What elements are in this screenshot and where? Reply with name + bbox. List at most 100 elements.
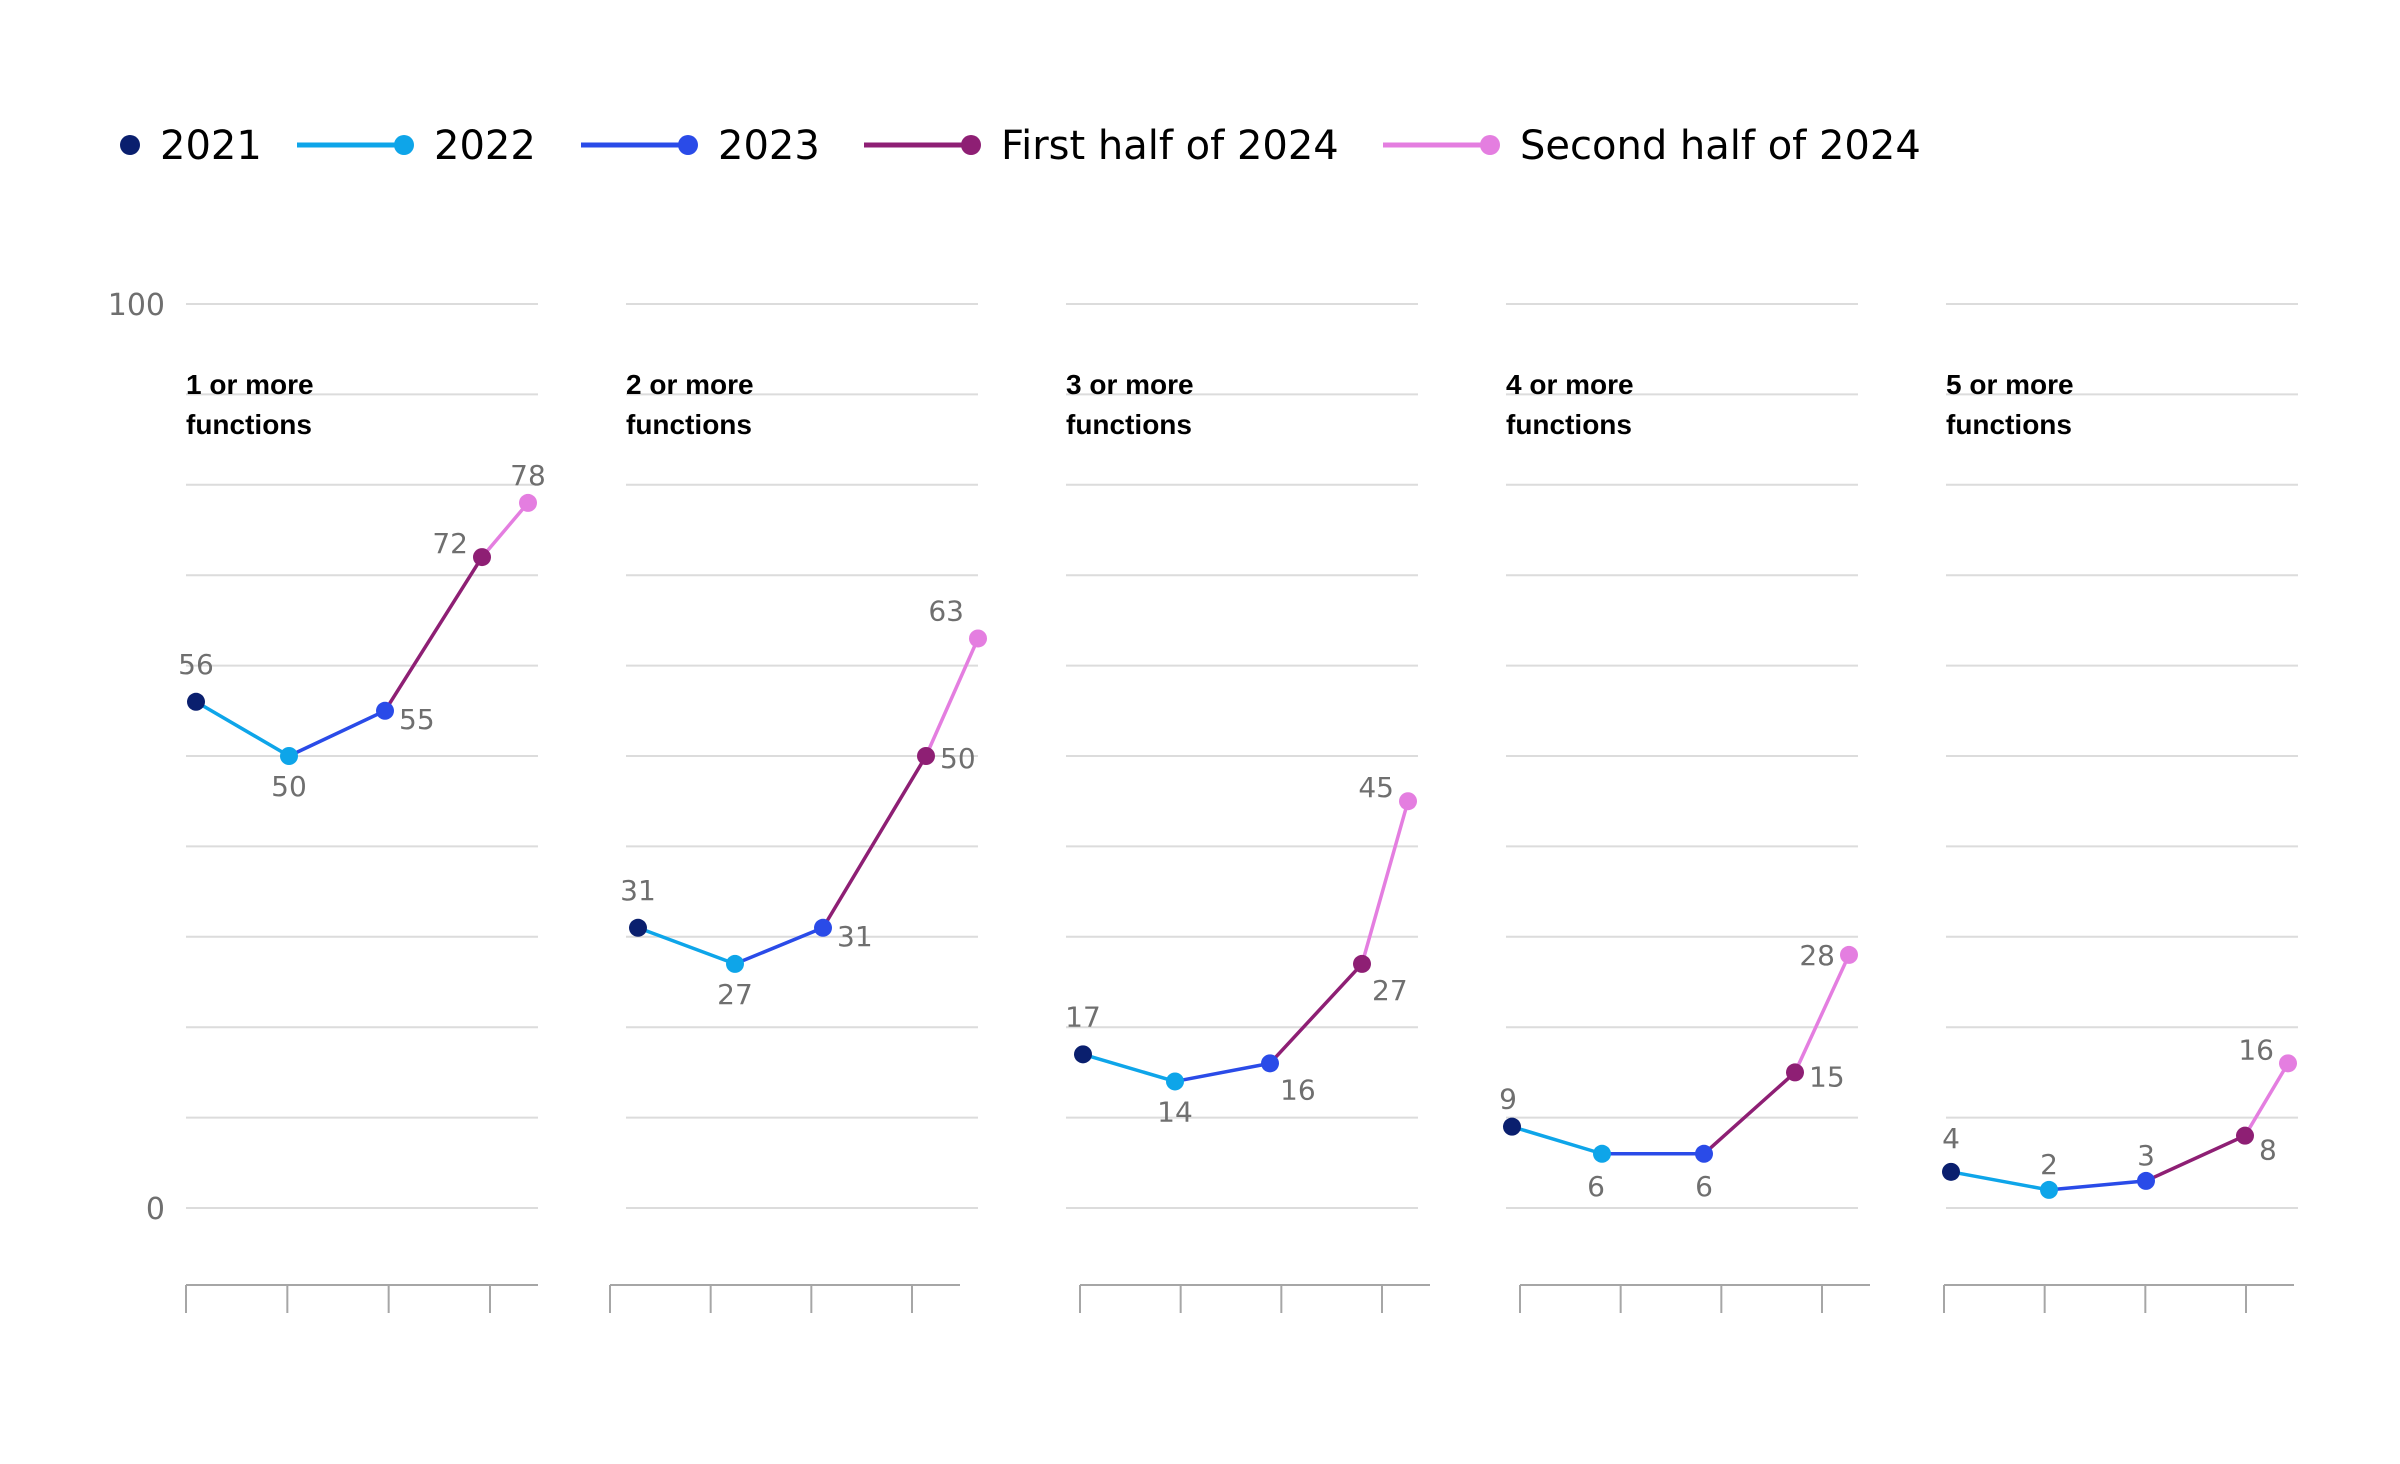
data-point xyxy=(187,692,205,711)
data-point xyxy=(2236,1126,2254,1145)
legend-marker xyxy=(120,135,140,155)
line-segment xyxy=(1510,1124,1604,1156)
data-label: 31 xyxy=(620,874,656,907)
legend-item: 2023 xyxy=(581,123,820,169)
panel-title: 1 or more xyxy=(186,369,314,400)
data-label: 8 xyxy=(2259,1134,2277,1167)
legend-label: First half of 2024 xyxy=(1001,123,1339,169)
data-point xyxy=(473,548,491,567)
data-point xyxy=(629,918,647,937)
data-label: 15 xyxy=(1809,1060,1845,1093)
data-point xyxy=(1261,1054,1279,1073)
data-point xyxy=(1593,1144,1611,1163)
data-label: 27 xyxy=(717,978,753,1011)
data-label: 31 xyxy=(837,920,873,953)
legend-item: First half of 2024 xyxy=(864,123,1339,169)
data-label: 28 xyxy=(1799,939,1835,972)
data-point xyxy=(1399,792,1417,811)
panel: 4 or more functions 9 6 6 15 28 xyxy=(1499,303,1870,1313)
data-label: 4 xyxy=(1942,1122,1960,1155)
legend-marker xyxy=(961,135,981,155)
data-label: 17 xyxy=(1065,1000,1101,1033)
data-label: 16 xyxy=(1280,1073,1316,1106)
data-label: 6 xyxy=(1587,1170,1605,1203)
data-label: 9 xyxy=(1499,1083,1517,1116)
data-label: 6 xyxy=(1695,1170,1713,1203)
line-segment xyxy=(1268,962,1364,1066)
line-segment xyxy=(1081,1052,1177,1084)
data-label: 16 xyxy=(2238,1033,2274,1066)
panel-title: 5 or more xyxy=(1946,369,2074,400)
data-point xyxy=(1074,1045,1092,1064)
data-label: 3 xyxy=(2137,1139,2155,1172)
line-segment xyxy=(1793,953,1851,1075)
legend-marker xyxy=(678,135,698,155)
panel-title: functions xyxy=(1946,409,2072,440)
line-segment xyxy=(383,555,484,713)
panel-title: 4 or more xyxy=(1506,369,1634,400)
legend-item: Second half of 2024 xyxy=(1383,123,1921,169)
panel-title: functions xyxy=(626,409,752,440)
data-point xyxy=(1695,1144,1713,1163)
legend-marker xyxy=(394,135,414,155)
data-point xyxy=(280,747,298,765)
data-label: 14 xyxy=(1157,1095,1193,1128)
data-label: 45 xyxy=(1358,771,1394,804)
line-segment xyxy=(194,700,291,758)
data-label: 2 xyxy=(2040,1148,2058,1181)
line-segment xyxy=(2144,1133,2247,1183)
line-segment xyxy=(1949,1170,2051,1192)
line-segment xyxy=(733,926,825,966)
data-point xyxy=(1786,1063,1804,1082)
line-segment xyxy=(2243,1061,2290,1138)
data-point xyxy=(917,747,935,765)
line-segment xyxy=(2047,1179,2148,1192)
y-tick-label: 0 xyxy=(146,1192,165,1227)
data-point xyxy=(376,701,394,720)
data-point xyxy=(814,918,832,937)
line-segment xyxy=(636,926,737,966)
panels: 1 or more functions 56 50 55 72 78 2 or more fun… xyxy=(178,303,2298,1313)
data-point xyxy=(726,954,744,973)
legend-item: 2021 xyxy=(120,123,262,169)
y-tick-label: 100 xyxy=(108,288,165,323)
legend-item: 2022 xyxy=(297,123,536,169)
data-point xyxy=(2279,1054,2297,1073)
legend-label: 2021 xyxy=(160,123,262,169)
data-label: 56 xyxy=(178,648,214,681)
line-segment xyxy=(1173,1061,1272,1084)
data-label: 78 xyxy=(510,459,546,492)
legend-label: 2022 xyxy=(434,123,536,169)
data-point xyxy=(2040,1180,2058,1199)
line-segment xyxy=(1360,799,1410,966)
panel: 5 or more functions 4 2 3 8 16 xyxy=(1942,303,2298,1313)
panel-title: 3 or more xyxy=(1066,369,1194,400)
panel-title: functions xyxy=(1506,409,1632,440)
data-label: 63 xyxy=(928,594,964,627)
data-point xyxy=(2137,1171,2155,1190)
panel-title: 2 or more xyxy=(626,369,754,400)
data-point xyxy=(969,629,987,648)
line-segment xyxy=(924,636,980,758)
panel-title: functions xyxy=(1066,409,1192,440)
y-axis: 100 0 xyxy=(108,288,165,1227)
legend: 2021 2022 2023 First half of 2024 Second hal… xyxy=(120,123,1921,169)
line-segment xyxy=(821,754,928,930)
line-segment xyxy=(1702,1070,1797,1156)
data-label: 50 xyxy=(271,770,307,803)
data-point xyxy=(1353,954,1371,973)
legend-label: Second half of 2024 xyxy=(1520,123,1921,169)
data-label: 50 xyxy=(940,742,976,775)
legend-marker xyxy=(1480,135,1500,155)
data-point xyxy=(1840,945,1858,964)
panel: 1 or more functions 56 50 55 72 78 xyxy=(178,303,546,1313)
panel-title: functions xyxy=(186,409,312,440)
data-point xyxy=(519,493,537,512)
data-label: 55 xyxy=(399,703,435,736)
data-point xyxy=(1942,1162,1960,1181)
data-point xyxy=(1166,1072,1184,1091)
line-segment xyxy=(287,709,387,758)
panel: 3 or more functions 17 14 16 27 45 xyxy=(1065,303,1430,1313)
data-point xyxy=(1503,1117,1521,1136)
